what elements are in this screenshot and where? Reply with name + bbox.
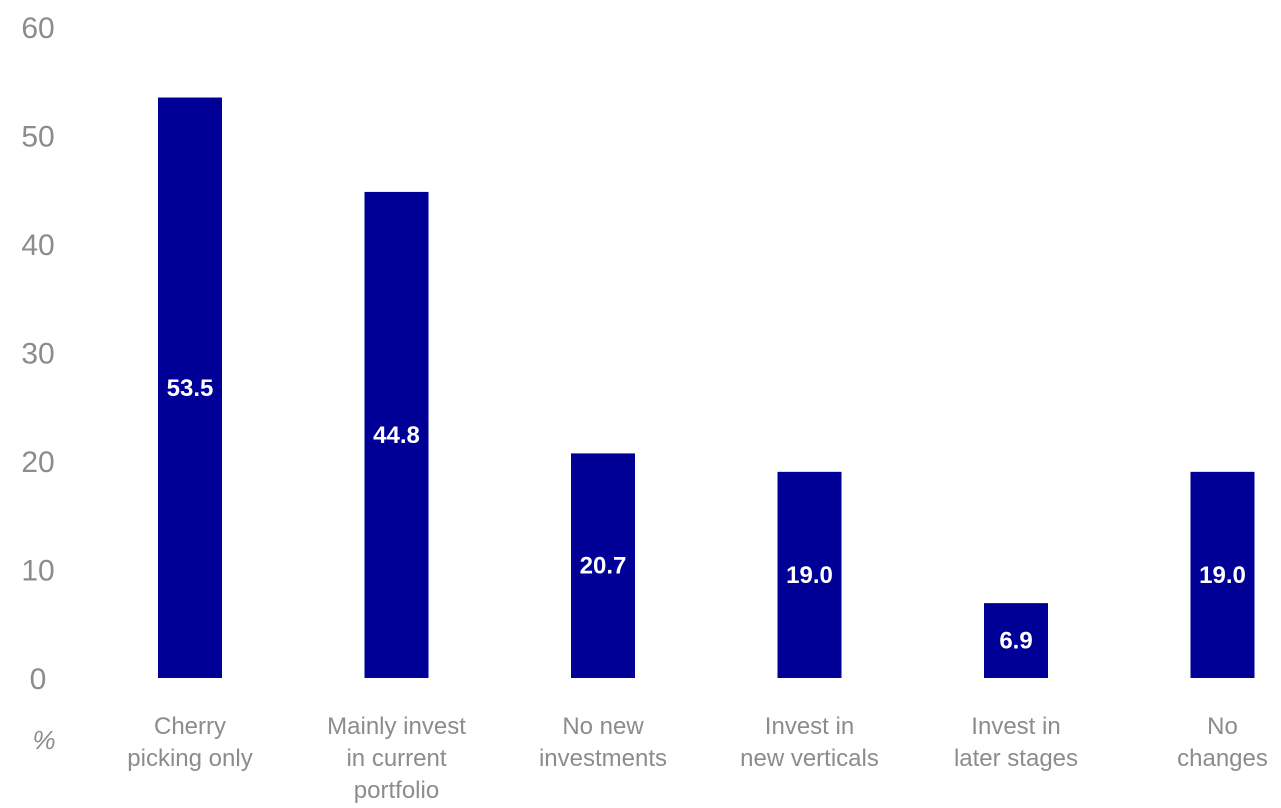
bar-data-label: 6.9 — [999, 628, 1032, 655]
y-tick-label: 20 — [21, 446, 54, 479]
data-labels-group: 53.5 44.8 20.7 19.0 6.9 19.0 — [167, 375, 1246, 655]
category-label: No new investments — [539, 713, 667, 772]
y-tick-label: 50 — [21, 121, 54, 154]
y-axis-ticks: 0 10 20 30 40 50 60 — [21, 12, 54, 696]
bar-data-label: 19.0 — [786, 562, 833, 589]
bar — [1190, 471, 1255, 678]
y-tick-label: 30 — [21, 338, 54, 371]
bar — [777, 471, 842, 678]
bar-data-label: 20.7 — [580, 553, 627, 580]
bar — [984, 603, 1048, 678]
y-tick-label: 60 — [21, 12, 54, 45]
category-label: Mainly invest in current portfolio — [327, 713, 466, 804]
category-label: Cherry picking only — [127, 713, 252, 772]
category-labels-group: Cherry picking only Mainly invest in curren… — [127, 713, 1268, 804]
y-tick-label: 0 — [30, 663, 47, 696]
category-label: Invest in new verticals — [740, 713, 879, 772]
y-tick-label: 10 — [21, 555, 54, 588]
y-axis-unit-label: % — [32, 725, 55, 755]
bars-group — [158, 97, 1255, 679]
bar — [364, 191, 429, 679]
category-label: No changes — [1177, 713, 1268, 772]
category-label: Invest in later stages — [954, 713, 1078, 772]
bar — [158, 97, 222, 678]
y-tick-label: 40 — [21, 229, 54, 262]
bar-data-label: 19.0 — [1199, 562, 1246, 589]
bar-data-label: 44.8 — [373, 422, 420, 449]
bar — [571, 453, 635, 678]
bar-data-label: 53.5 — [167, 375, 214, 402]
